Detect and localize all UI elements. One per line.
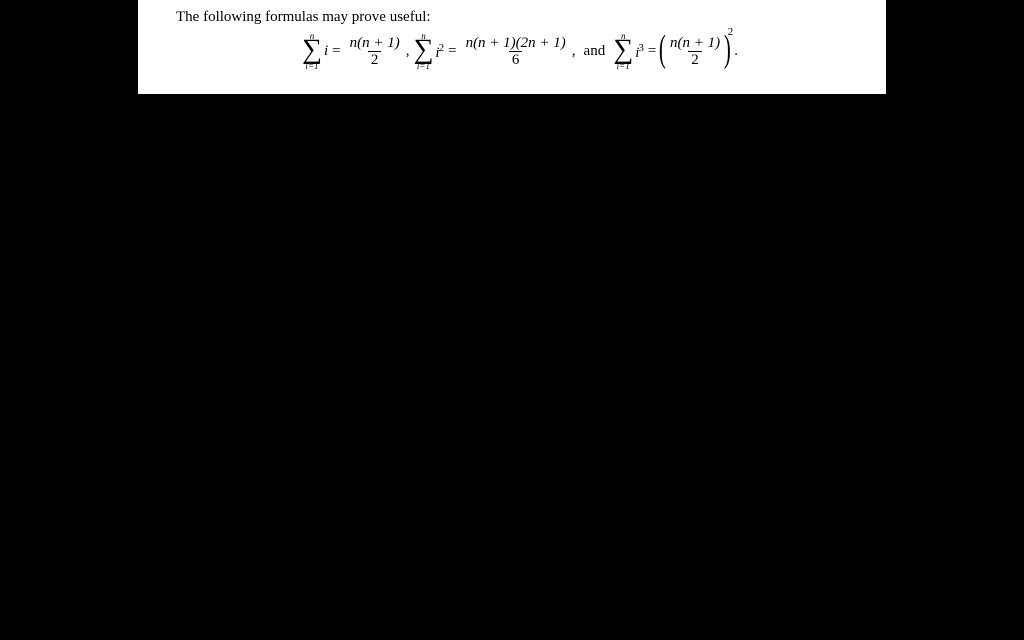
summand-exponent: 2 [439,42,445,54]
sigma-symbol: ∑ [302,39,322,61]
summand-2: i2 [435,42,444,62]
paren-group: ( n(n + 1) 2 ) 2 [660,36,733,68]
intro-text: The following formulas may prove useful: [176,8,862,26]
summand-1: i [324,43,328,60]
equals-sign: = [448,43,456,60]
formula-3: n ∑ i=1 i3 = ( n(n + 1) 2 ) 2 [611,32,733,71]
fraction-2: n(n + 1)(2n + 1) 6 [463,36,569,68]
document-page: The following formulas may prove useful:… [138,0,886,94]
period: . [734,43,738,60]
denominator: 6 [509,51,523,68]
equals-sign: = [648,43,656,60]
sigma-icon: n ∑ i=1 [413,32,433,71]
formula-2: n ∑ i=1 i2 = n(n + 1)(2n + 1) 6 [411,32,570,71]
equals-sign: = [332,43,340,60]
sum-lower-limit: i=1 [305,62,318,71]
right-paren-icon: ) [724,36,731,63]
summand-exponent: 3 [638,42,644,54]
separator-comma: , [406,43,410,60]
left-paren-icon: ( [659,36,666,63]
sigma-icon: n ∑ i=1 [302,32,322,71]
sum-lower-limit: i=1 [617,62,630,71]
numerator: n(n + 1)(2n + 1) [463,36,569,51]
numerator: n(n + 1) [347,36,403,51]
formula-row: n ∑ i=1 i = n(n + 1) 2 , n ∑ i=1 i2 = [176,32,862,71]
and-word: and [584,43,606,60]
fraction-1: n(n + 1) 2 [347,36,403,68]
denominator: 2 [688,51,702,68]
sigma-symbol: ∑ [413,39,433,61]
sigma-icon: n ∑ i=1 [613,32,633,71]
formula-1: n ∑ i=1 i = n(n + 1) 2 [300,32,405,71]
numerator: n(n + 1) [667,36,723,51]
separator-comma: , [572,43,576,60]
denominator: 2 [368,51,382,68]
sigma-symbol: ∑ [613,39,633,61]
fraction-3: n(n + 1) 2 [667,36,723,68]
summand-3: i3 [635,42,644,62]
sum-lower-limit: i=1 [417,62,430,71]
